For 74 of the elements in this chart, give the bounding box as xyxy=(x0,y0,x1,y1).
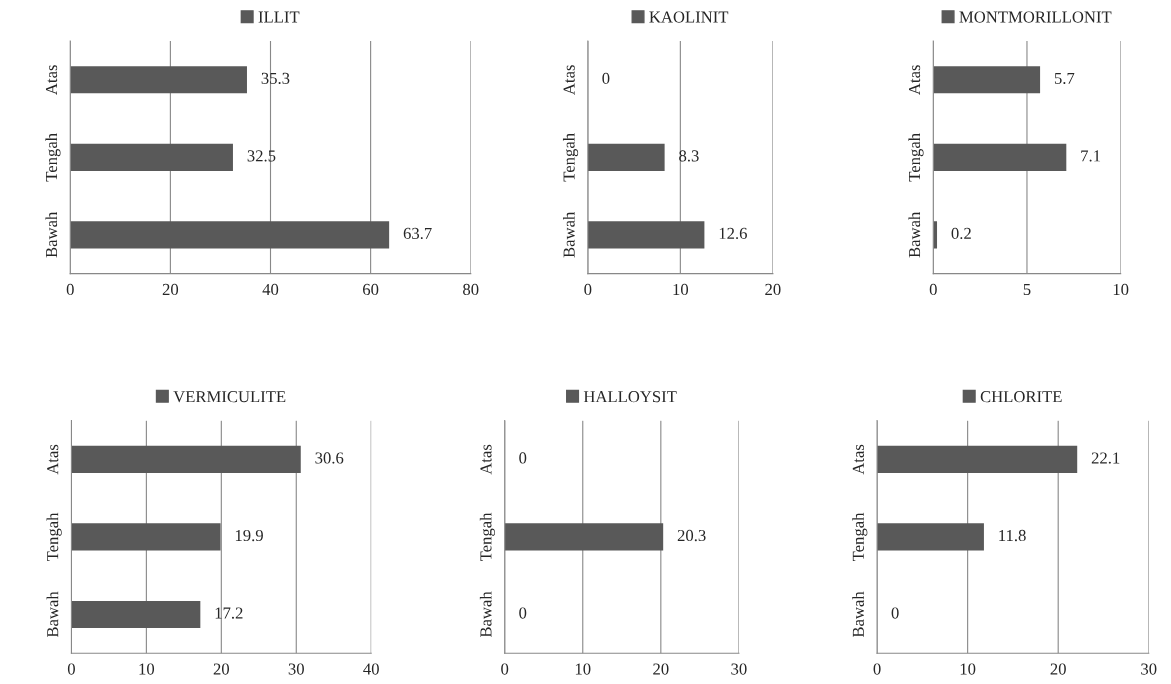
x-tick-label: 10 xyxy=(575,663,591,675)
x-tick-label: 20 xyxy=(162,283,179,296)
x-tick-label: 0 xyxy=(66,283,74,296)
data-label: 5.7 xyxy=(1054,72,1075,85)
y-tick-label: Tengah xyxy=(562,133,579,182)
x-tick-label: 20 xyxy=(765,283,781,296)
data-label: 0 xyxy=(891,607,899,619)
x-tick-label: 80 xyxy=(463,283,479,296)
x-tick-label: 0 xyxy=(501,663,509,675)
legend-label: ILLIT xyxy=(258,11,300,23)
y-tick-label: Atas xyxy=(45,65,58,95)
bar xyxy=(933,143,1067,171)
bar xyxy=(71,600,201,629)
bar xyxy=(70,143,233,171)
data-label: 19.9 xyxy=(235,529,263,542)
x-tick-label: 0 xyxy=(67,663,75,675)
x-tick-label: 0 xyxy=(929,283,937,296)
y-tick-label: Bawah xyxy=(563,211,575,258)
data-label: 22.1 xyxy=(1091,452,1120,464)
data-label: 32.5 xyxy=(247,150,276,162)
x-tick-label: 20 xyxy=(213,663,230,675)
data-label: 35.3 xyxy=(261,72,290,85)
legend-label: MONTMORILLONIT xyxy=(959,11,1112,23)
data-label: 0 xyxy=(519,452,527,464)
bar xyxy=(70,66,247,94)
x-tick-label: 30 xyxy=(1141,663,1157,675)
y-tick-label: Tengah xyxy=(852,512,868,562)
y-tick-label: Atas xyxy=(480,444,492,475)
x-tick-label: 10 xyxy=(1113,283,1129,296)
x-tick-label: 0 xyxy=(584,283,592,296)
bar xyxy=(71,445,301,473)
data-label: 20.3 xyxy=(677,529,706,542)
y-tick-label: Tengah xyxy=(479,512,495,562)
data-label: 63.7 xyxy=(403,227,432,240)
y-tick-label: Bawah xyxy=(908,211,921,258)
y-tick-label: Atas xyxy=(563,65,575,95)
x-tick-label: 10 xyxy=(139,663,155,675)
data-label: 0 xyxy=(602,72,610,84)
x-tick-label: 10 xyxy=(673,283,689,296)
x-tick-label: 40 xyxy=(262,283,279,296)
y-tick-label: Bawah xyxy=(45,211,58,258)
legend-label: CHLORITE xyxy=(980,391,1062,403)
y-tick-label: Atas xyxy=(909,65,921,95)
legend-label: KAOLINIT xyxy=(649,11,729,23)
y-tick-label: Tengah xyxy=(908,133,924,182)
bar xyxy=(70,221,390,249)
bar xyxy=(933,66,1041,94)
y-tick-label: Bawah xyxy=(46,591,59,638)
y-tick-label: Bawah xyxy=(479,591,492,638)
data-label: 12.6 xyxy=(719,227,747,240)
x-tick-label: 20 xyxy=(653,663,669,675)
x-tick-label: 40 xyxy=(363,663,379,675)
x-tick-label: 20 xyxy=(1050,663,1066,675)
x-tick-label: 30 xyxy=(731,663,747,675)
legend-label: VERMICULITE xyxy=(173,391,286,403)
y-tick-label: Atas xyxy=(852,444,864,475)
x-tick-label: 60 xyxy=(363,283,379,296)
data-label: 0.2 xyxy=(951,227,971,240)
data-label: 8.3 xyxy=(679,150,699,162)
x-tick-label: 30 xyxy=(288,663,304,675)
data-label: 17.2 xyxy=(215,607,243,619)
data-label: 7.1 xyxy=(1081,150,1101,162)
y-tick-label: Bawah xyxy=(852,591,864,638)
y-tick-label: Tengah xyxy=(45,133,61,182)
x-tick-label: 5 xyxy=(1023,283,1031,296)
data-label: 11.8 xyxy=(999,529,1026,542)
data-label: 30.6 xyxy=(315,452,344,464)
x-tick-label: 10 xyxy=(960,663,976,675)
legend-label: HALLOYSIT xyxy=(583,391,677,403)
bar xyxy=(71,523,221,551)
x-tick-label: 0 xyxy=(873,663,881,675)
y-tick-label: Atas xyxy=(47,444,59,475)
y-tick-label: Tengah xyxy=(46,512,62,562)
data-label: 0 xyxy=(519,607,527,619)
